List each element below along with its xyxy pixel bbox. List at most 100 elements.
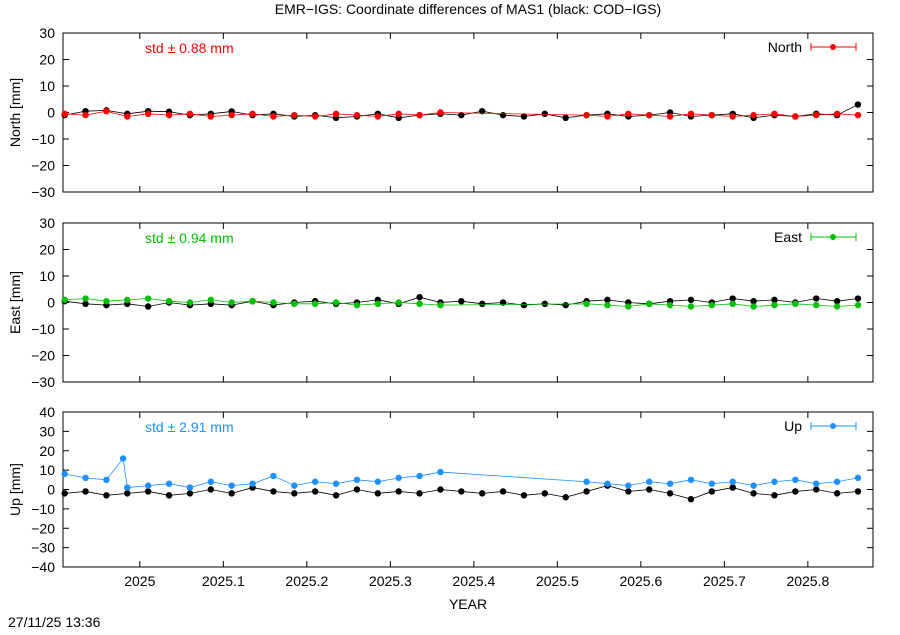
data-point [771, 492, 778, 499]
y-tick-label: 10 [39, 268, 55, 284]
data-point [311, 478, 319, 485]
data-point [228, 299, 235, 306]
y-tick-label: 10 [39, 462, 55, 478]
data-point [646, 111, 653, 119]
data-point [520, 113, 528, 120]
data-point [813, 295, 820, 302]
data-point [249, 480, 256, 487]
data-point [541, 110, 549, 118]
data-point [854, 101, 862, 108]
data-point [144, 110, 152, 118]
data-point [854, 301, 862, 309]
data-point [833, 303, 841, 310]
data-point [854, 474, 862, 482]
data-point [395, 488, 402, 495]
data-point [395, 299, 402, 306]
x-tick-label: 2025.5 [536, 573, 579, 589]
y-axis-label: North [mm] [7, 78, 23, 147]
data-point [792, 488, 799, 495]
data-point [249, 110, 256, 118]
data-point [750, 490, 757, 497]
data-point [144, 295, 152, 302]
data-point [813, 486, 820, 493]
data-point [144, 488, 152, 495]
data-point [792, 113, 799, 120]
data-point [750, 111, 757, 119]
data-point [541, 490, 549, 497]
data-point [666, 113, 674, 120]
data-point [792, 476, 799, 484]
data-point [854, 488, 862, 495]
data-point [291, 482, 298, 489]
data-point [437, 468, 444, 476]
data-point [124, 296, 131, 304]
y-tick-label: 0 [47, 105, 55, 121]
data-point [625, 303, 632, 310]
x-tick-label: 2025.3 [369, 573, 412, 589]
data-point [562, 494, 569, 501]
x-tick-label: 2025.4 [452, 573, 495, 589]
data-point [207, 478, 215, 485]
data-point [374, 490, 382, 497]
data-point [249, 297, 256, 305]
y-tick-label: −20 [31, 348, 55, 364]
data-point [666, 490, 674, 497]
y-tick-label: −40 [31, 559, 55, 575]
data-point [270, 488, 277, 495]
data-point [750, 303, 757, 310]
data-point [207, 486, 215, 493]
data-point [562, 301, 569, 309]
data-point [458, 488, 465, 495]
data-point [61, 296, 68, 304]
data-point [478, 107, 486, 115]
data-point [499, 299, 507, 306]
y-axis-label: Up [mm] [7, 463, 23, 516]
data-point [165, 297, 173, 305]
data-point [687, 296, 695, 304]
data-point [854, 295, 862, 302]
data-point [729, 113, 736, 120]
data-point [729, 300, 736, 308]
data-point [291, 490, 298, 497]
y-tick-label: 0 [47, 482, 55, 498]
data-point [332, 299, 340, 306]
y-tick-label: −30 [31, 540, 55, 556]
data-point [61, 470, 68, 478]
data-point [416, 490, 423, 497]
data-point [687, 495, 695, 503]
data-point [687, 110, 695, 118]
data-point [750, 297, 757, 305]
series-line [64, 457, 859, 488]
data-point [124, 484, 131, 491]
data-point [833, 297, 841, 305]
data-point [583, 300, 590, 308]
data-point [520, 492, 528, 499]
data-point [499, 488, 507, 495]
y-tick-label: −10 [31, 501, 55, 517]
data-point [833, 478, 841, 485]
y-tick-label: 20 [39, 52, 55, 68]
data-point [646, 486, 653, 493]
x-tick-label: 2025.7 [703, 573, 746, 589]
data-point [854, 111, 862, 119]
data-point [311, 300, 319, 308]
data-point [437, 486, 444, 493]
data-point [82, 295, 89, 302]
data-point [103, 297, 110, 305]
data-point [228, 482, 235, 489]
data-point [666, 301, 674, 309]
chart-title: EMR−IGS: Coordinate differences of MAS1 … [275, 1, 661, 17]
data-point [124, 113, 131, 120]
y-tick-label: 10 [39, 78, 55, 94]
y-tick-label: −10 [31, 131, 55, 147]
data-point [708, 111, 716, 119]
data-point [270, 299, 277, 306]
annotation: std ± 0.94 mm [145, 230, 234, 246]
data-point [708, 301, 716, 309]
data-point [165, 492, 173, 499]
legend-label: Up [784, 418, 802, 434]
data-point [374, 300, 382, 308]
data-point [82, 488, 89, 495]
data-point [374, 113, 382, 120]
